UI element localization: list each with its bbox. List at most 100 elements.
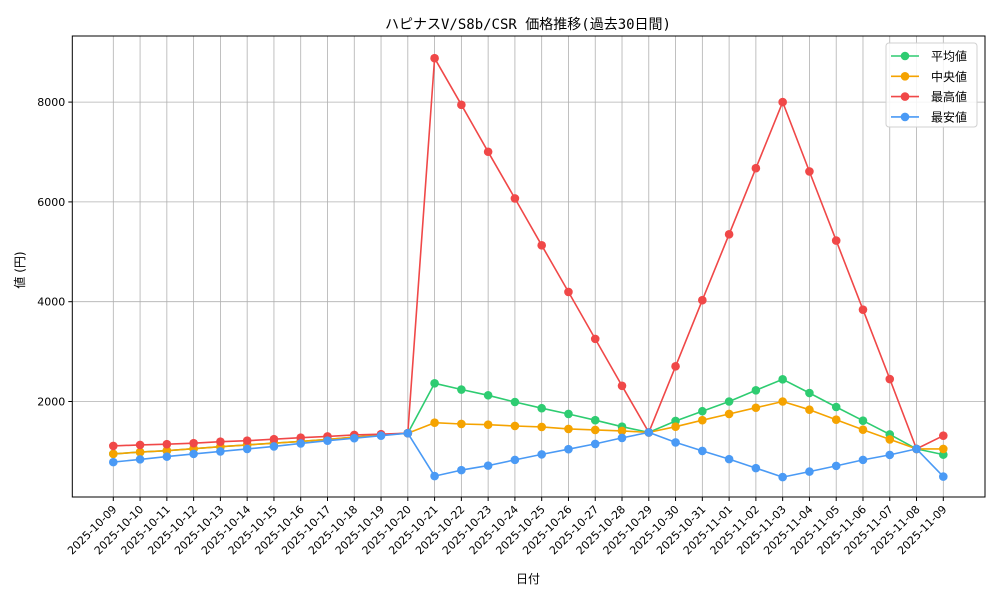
grid-lines (72, 36, 985, 497)
data-point (189, 438, 198, 448)
data-point (939, 472, 948, 481)
data-point (189, 449, 198, 459)
data-point (269, 442, 279, 451)
y-axis-label: 値 (円) (12, 251, 27, 288)
data-point (135, 440, 145, 450)
series-line (109, 428, 948, 482)
data-point (135, 447, 145, 457)
data-point (617, 381, 627, 391)
data-point (403, 428, 413, 438)
data-point (109, 441, 118, 451)
data-point (778, 97, 787, 107)
data-point (109, 449, 118, 459)
data-point (939, 444, 948, 454)
data-point (778, 397, 787, 406)
data-point (483, 147, 493, 157)
data-point (751, 163, 761, 173)
data-point (564, 409, 573, 419)
y-tick-label: 8000 (37, 96, 65, 109)
legend-item: 平均値 (891, 49, 967, 64)
data-point (939, 431, 948, 440)
data-point (805, 467, 814, 476)
data-point (430, 418, 439, 428)
svg-text:中央値: 中央値 (931, 69, 967, 84)
data-point (483, 461, 493, 470)
data-point (457, 419, 466, 429)
data-point (778, 374, 787, 384)
data-point (724, 397, 734, 406)
data-point (751, 385, 761, 395)
data-point (537, 403, 546, 413)
data-point (858, 455, 868, 465)
x-axis-label: 日付 (516, 572, 540, 586)
data-point (617, 433, 627, 443)
data-point (430, 378, 439, 388)
series-line (109, 397, 948, 459)
data-point (590, 415, 600, 425)
y-tick-label: 6000 (37, 196, 65, 209)
svg-text:最安値: 最安値 (931, 109, 967, 124)
data-point (698, 295, 707, 305)
data-point (430, 471, 439, 481)
data-point (698, 446, 707, 456)
data-point (242, 444, 252, 454)
data-point (805, 167, 814, 176)
data-point (537, 450, 546, 459)
data-point (109, 457, 118, 467)
data-point (564, 287, 573, 297)
data-point (242, 436, 252, 445)
data-point (216, 447, 225, 456)
data-point (510, 397, 520, 407)
data-point (564, 444, 573, 454)
data-point (751, 463, 761, 473)
data-point (671, 362, 680, 371)
y-tick-label: 2000 (37, 396, 65, 409)
data-point (590, 439, 600, 449)
data-point (537, 422, 546, 432)
y-tick-label: 4000 (37, 296, 65, 309)
legend-item: 最安値 (891, 109, 967, 124)
chart-title: ハピナスV/S8b/CSR 価格推移(過去30日間) (385, 17, 671, 33)
data-point (617, 426, 627, 436)
data-point (671, 438, 680, 447)
data-point (590, 425, 600, 435)
data-point (831, 415, 841, 425)
data-point (858, 416, 868, 426)
data-point (831, 402, 841, 412)
legend-item: 最高値 (891, 89, 967, 104)
data-point (858, 305, 868, 314)
data-point (724, 454, 734, 464)
data-point (698, 415, 707, 425)
data-point (162, 439, 172, 449)
data-point (885, 374, 895, 384)
data-point (805, 405, 814, 415)
data-point (858, 425, 868, 434)
data-point (296, 439, 306, 448)
data-point (510, 194, 520, 203)
data-point (162, 446, 172, 455)
data-point (831, 236, 841, 245)
data-point (724, 409, 734, 419)
data-point (698, 406, 707, 416)
legend-item: 中央値 (891, 69, 967, 84)
plot-frame (71, 35, 986, 498)
data-point (912, 444, 921, 454)
data-series (109, 53, 948, 482)
data-point (590, 334, 600, 344)
data-point (457, 465, 466, 475)
data-point (135, 455, 145, 464)
x-axis-ticks: 2025-10-092025-10-102025-10-112025-10-12… (65, 497, 949, 557)
data-point (349, 433, 359, 443)
y-axis-ticks: 2000 4000 6000 8000 (37, 96, 73, 409)
data-point (724, 230, 734, 239)
data-point (483, 420, 493, 430)
data-point (216, 437, 225, 446)
data-point (457, 100, 466, 110)
data-point (537, 241, 546, 250)
data-point (376, 431, 386, 440)
data-point (564, 424, 573, 434)
data-point (269, 434, 279, 444)
data-point (457, 385, 466, 394)
